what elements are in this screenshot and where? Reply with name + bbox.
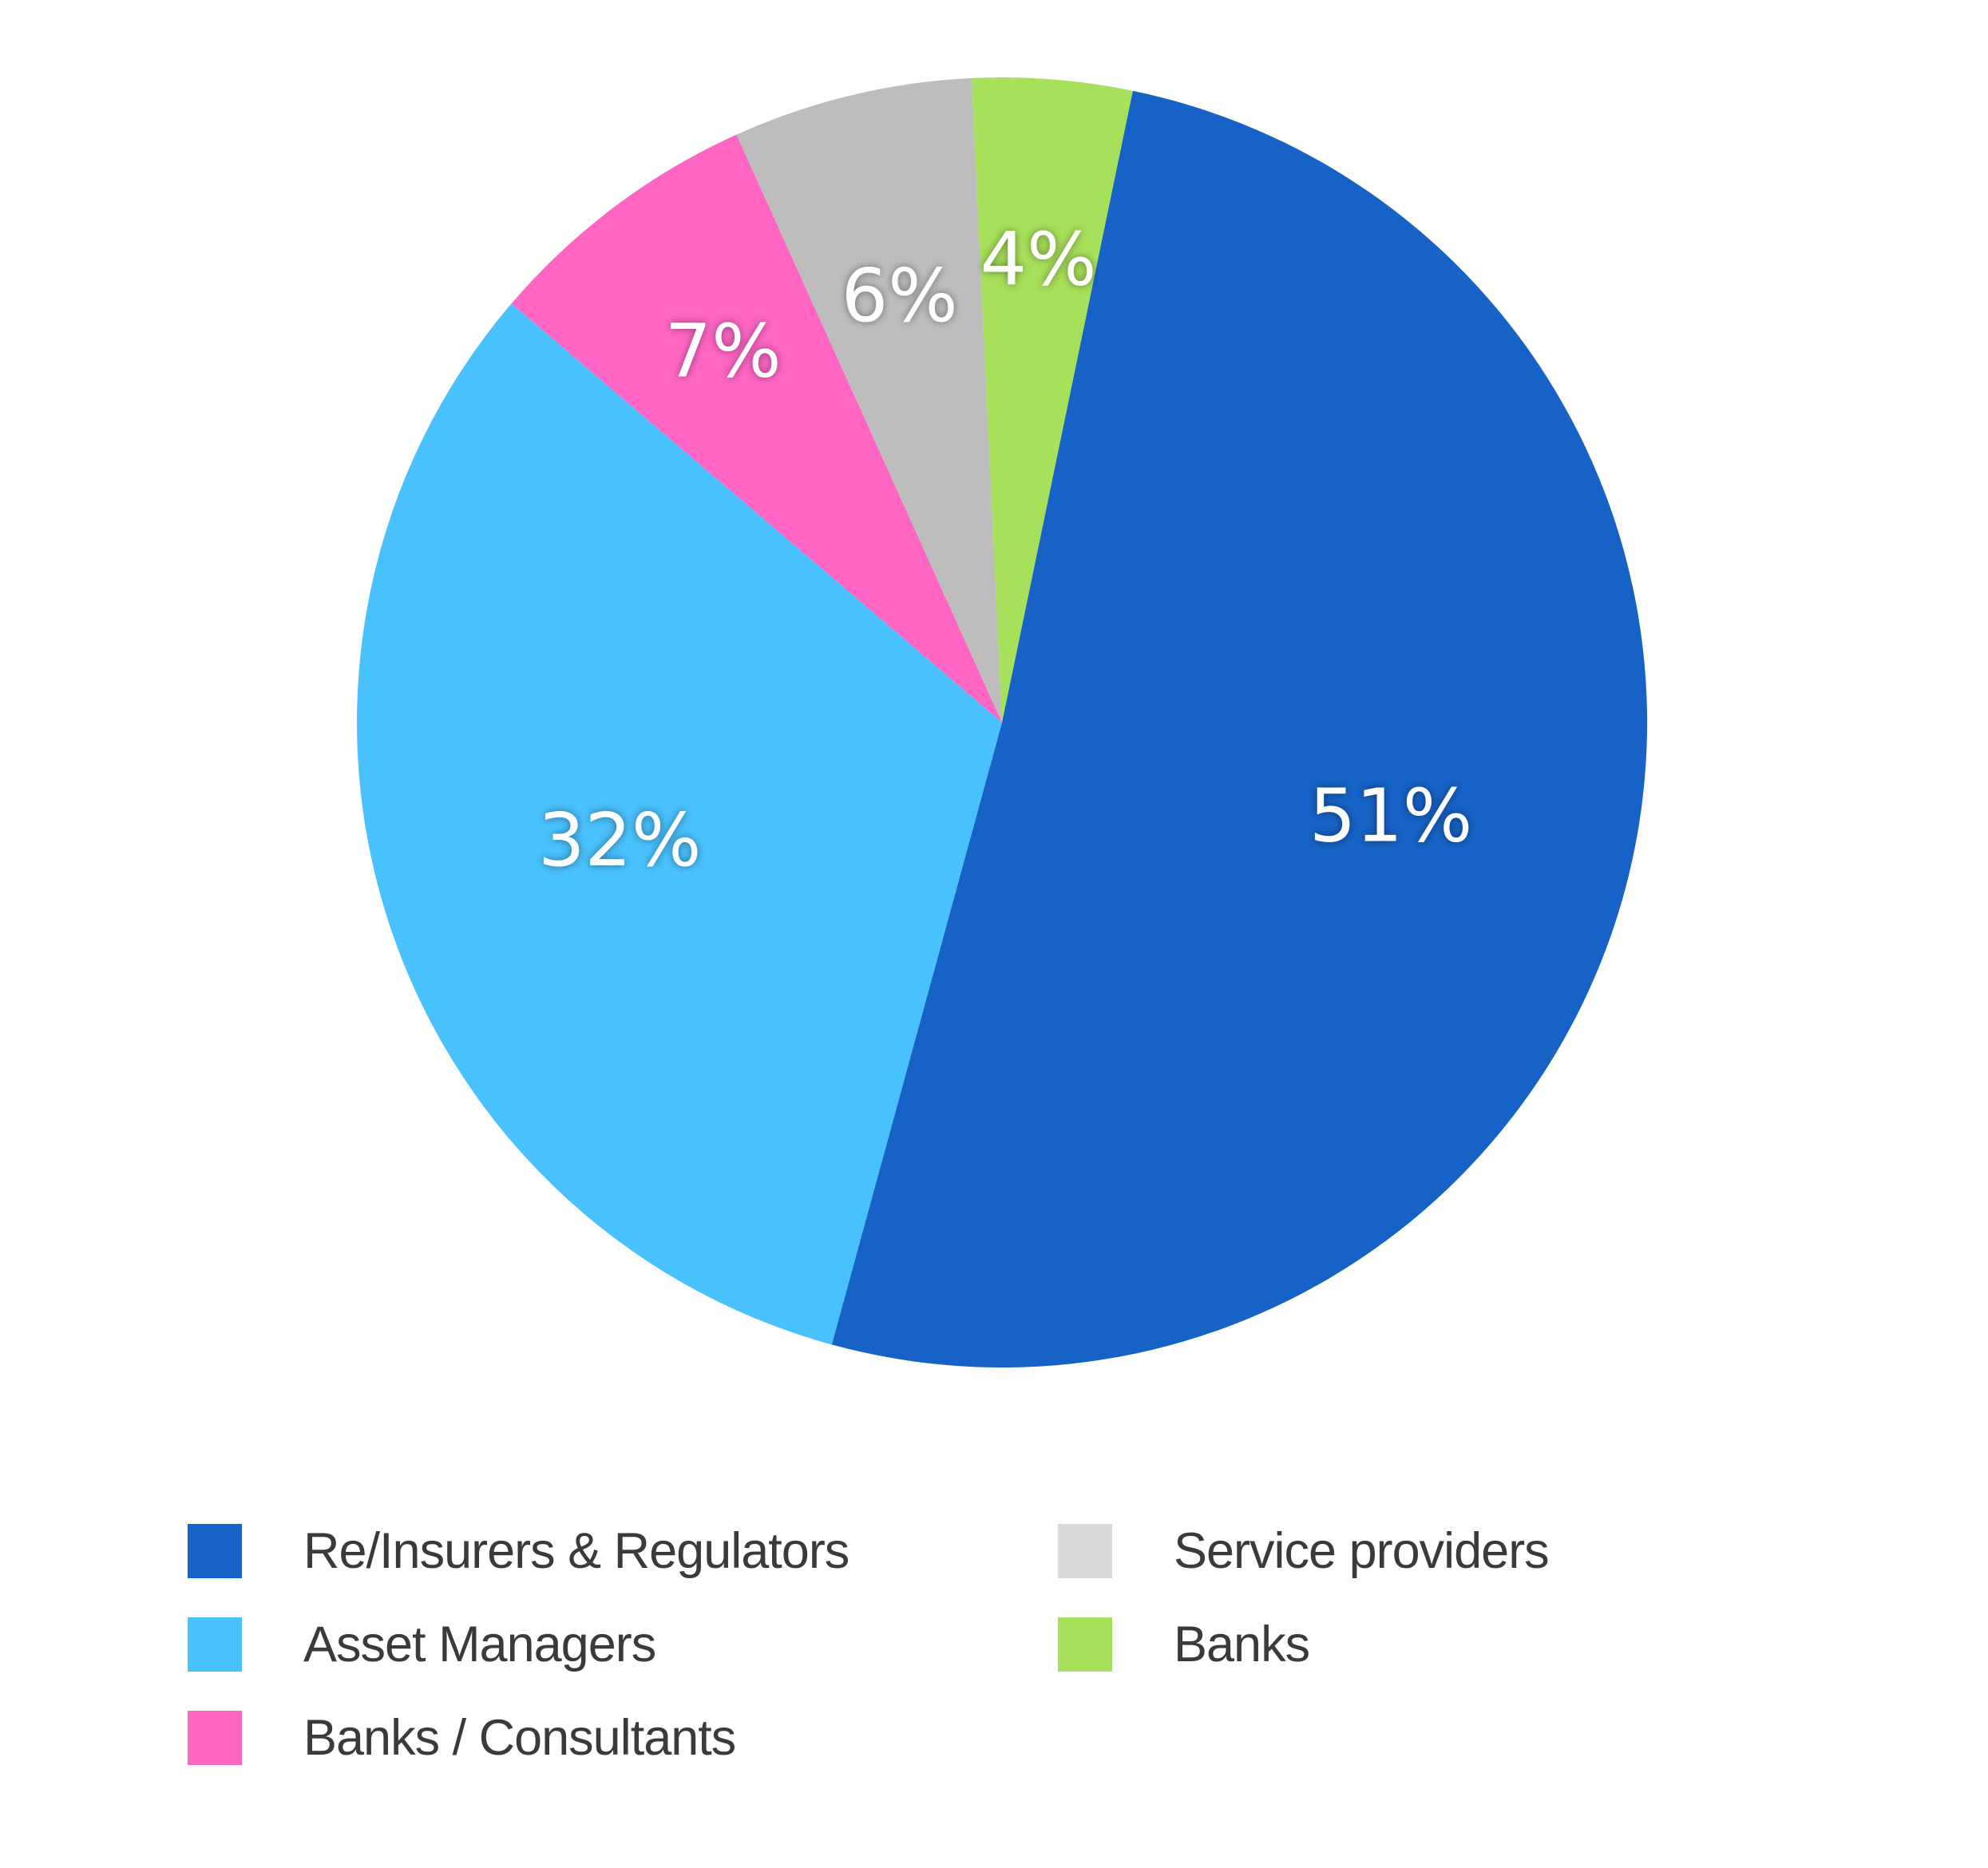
legend-item: Banks — [1058, 1617, 1310, 1672]
legend-swatch — [188, 1524, 242, 1578]
legend-label: Re/Insurers & Regulators — [303, 1523, 849, 1579]
legend: Re/Insurers & Regulators Asset Managers B… — [188, 1523, 1550, 1766]
legend-swatch — [1058, 1524, 1112, 1578]
legend-label: Service providers — [1174, 1523, 1549, 1579]
legend-item: Service providers — [1058, 1523, 1550, 1579]
legend-swatch — [188, 1711, 242, 1765]
legend-swatch — [188, 1617, 242, 1672]
slice-value-label: 32% — [538, 797, 701, 883]
pie-slice-5 — [971, 77, 1133, 722]
slice-value-label: 6% — [842, 253, 958, 338]
pie-slice-2 — [357, 303, 1002, 1345]
pie-slice-1 — [831, 90, 1648, 1368]
slice-value-label: 4% — [980, 217, 1097, 303]
legend-item: Asset Managers — [188, 1617, 656, 1672]
legend-label: Banks — [1174, 1617, 1309, 1672]
pie-slices — [357, 77, 1648, 1368]
pie-slice-3 — [511, 134, 1002, 723]
legend-item: Banks / Consultants — [188, 1710, 736, 1766]
slice-value-label: 51% — [1309, 773, 1472, 858]
legend-label: Banks / Consultants — [303, 1710, 735, 1766]
pie-slice-4 — [736, 77, 1002, 722]
legend-item: Re/Insurers & Regulators — [188, 1523, 849, 1579]
slice-value-label: 7% — [665, 308, 782, 394]
pie-slice-labels: 51% 32% 7% 6% 4% — [538, 217, 1472, 883]
legend-label: Asset Managers — [303, 1617, 655, 1672]
legend-swatch — [1058, 1617, 1112, 1672]
